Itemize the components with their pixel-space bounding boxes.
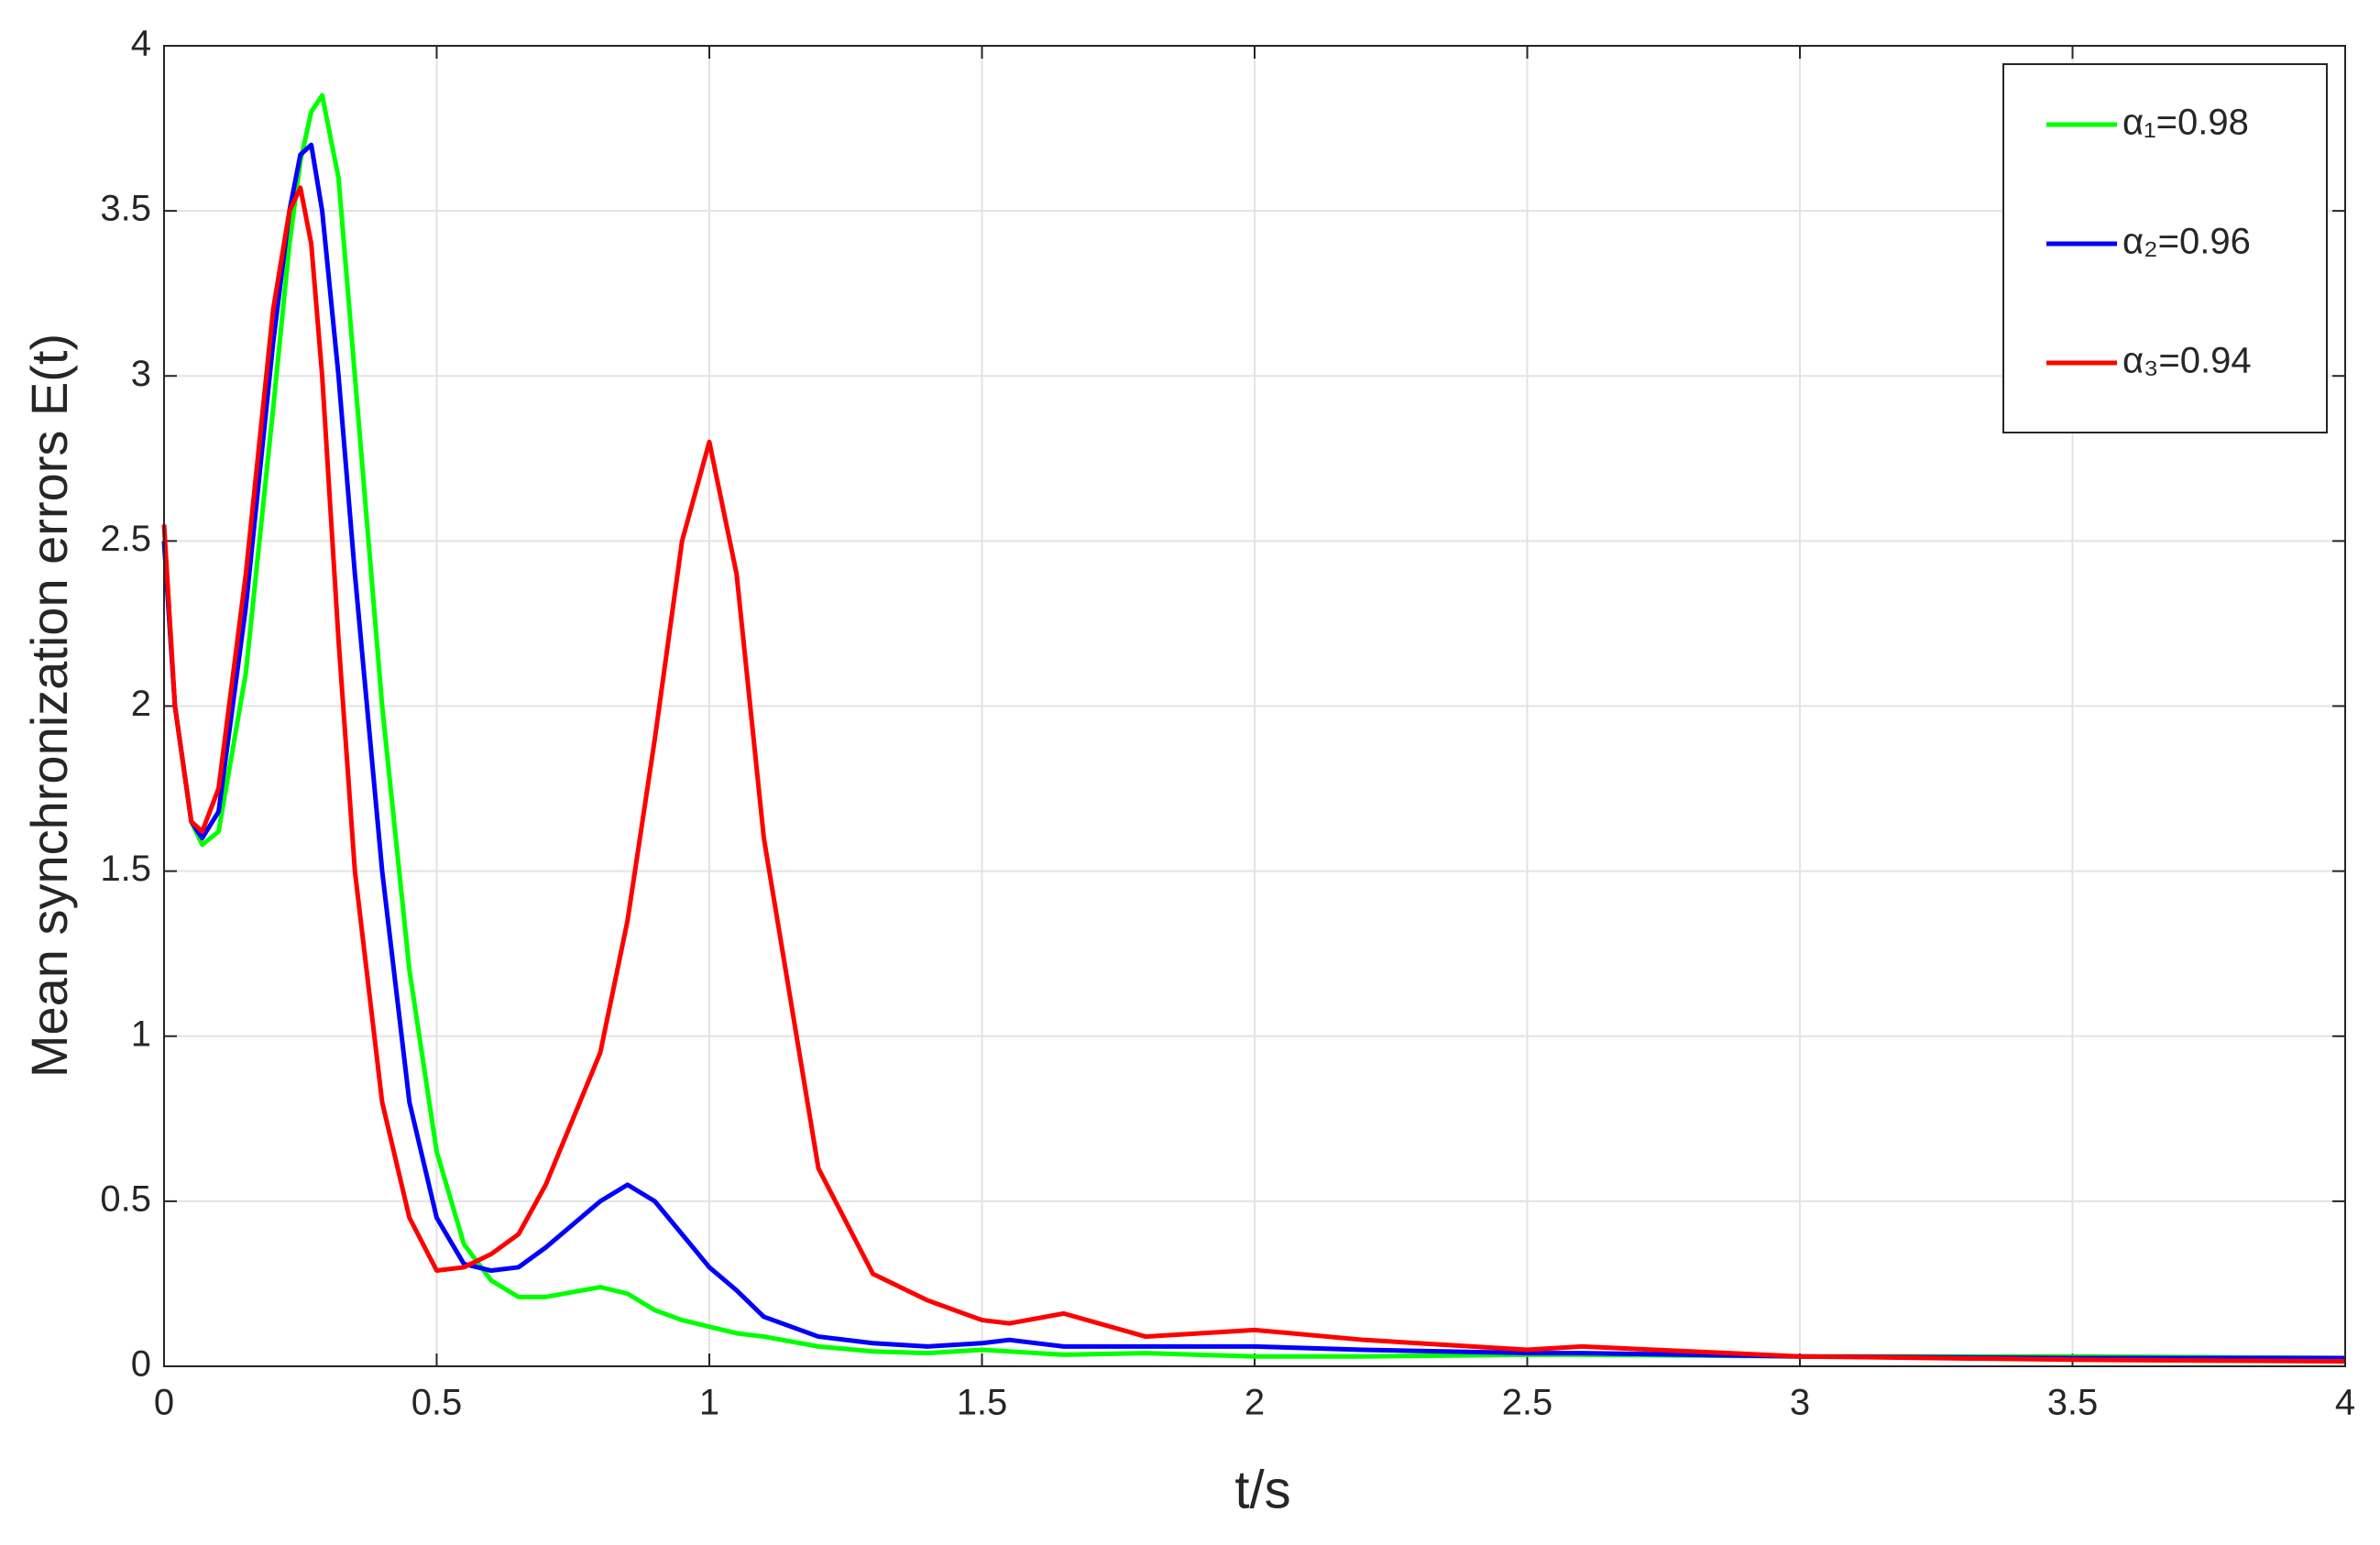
x-tick-label: 2 <box>1245 1383 1265 1423</box>
y-tick-label: 3.5 <box>100 189 151 229</box>
legend-label: α₂=0.96 <box>2122 222 2251 262</box>
x-tick-label: 0 <box>154 1383 174 1423</box>
x-tick-label: 3 <box>1790 1383 1810 1423</box>
plot-frame <box>163 45 2346 1367</box>
x-tick-label: 3.5 <box>2047 1383 2099 1423</box>
x-tick-label: 4 <box>2335 1383 2355 1423</box>
y-tick-label: 1 <box>131 1014 151 1054</box>
legend-label: α₃=0.94 <box>2122 341 2252 381</box>
y-tick-label: 2 <box>131 684 151 724</box>
x-tick-label: 1.5 <box>957 1383 1008 1423</box>
line-series <box>161 185 2346 1364</box>
legend: α₁=0.98 α₂=0.96 α₃=0.94 <box>2002 63 2328 433</box>
x-axis-label: t/s <box>1234 1460 1290 1519</box>
x-tick-label: 2.5 <box>1502 1383 1553 1423</box>
y-tick-label: 3 <box>131 354 151 394</box>
y-tick-label: 2.5 <box>100 519 151 559</box>
y-tick-label: 1.5 <box>100 849 151 889</box>
x-tick-label: 0.5 <box>411 1383 463 1423</box>
legend-label: α₁=0.98 <box>2122 103 2249 143</box>
x-tick-label: 1 <box>699 1383 719 1423</box>
y-axis-label: Mean synchronization errors E(t) <box>20 334 78 1078</box>
line-series <box>161 93 2346 1361</box>
y-tick-label: 4 <box>131 24 151 64</box>
y-tick-label: 0 <box>131 1344 151 1385</box>
y-tick-label: 0.5 <box>100 1178 151 1219</box>
